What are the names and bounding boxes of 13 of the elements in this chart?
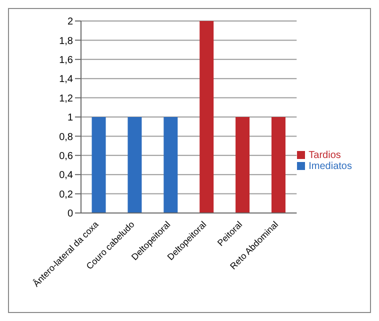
legend-label: Imediatos <box>308 160 352 172</box>
y-tick-label: 1,6 <box>59 54 74 66</box>
y-tick-label: 0,2 <box>59 189 74 200</box>
y-tick-label: 2 <box>67 16 74 28</box>
y-tick-label: 1,2 <box>59 93 74 104</box>
y-tick-label: 0,6 <box>59 150 74 162</box>
y-tick-label: 1 <box>67 112 74 124</box>
y-tick-label: 1,4 <box>59 74 74 86</box>
y-tick-label: 1,8 <box>59 36 74 47</box>
y-tick-label: 0,8 <box>59 132 74 143</box>
legend-label: Tardios <box>308 150 341 160</box>
y-tick-label: 0 <box>67 208 74 220</box>
y-tick-label: 0,4 <box>59 170 74 182</box>
